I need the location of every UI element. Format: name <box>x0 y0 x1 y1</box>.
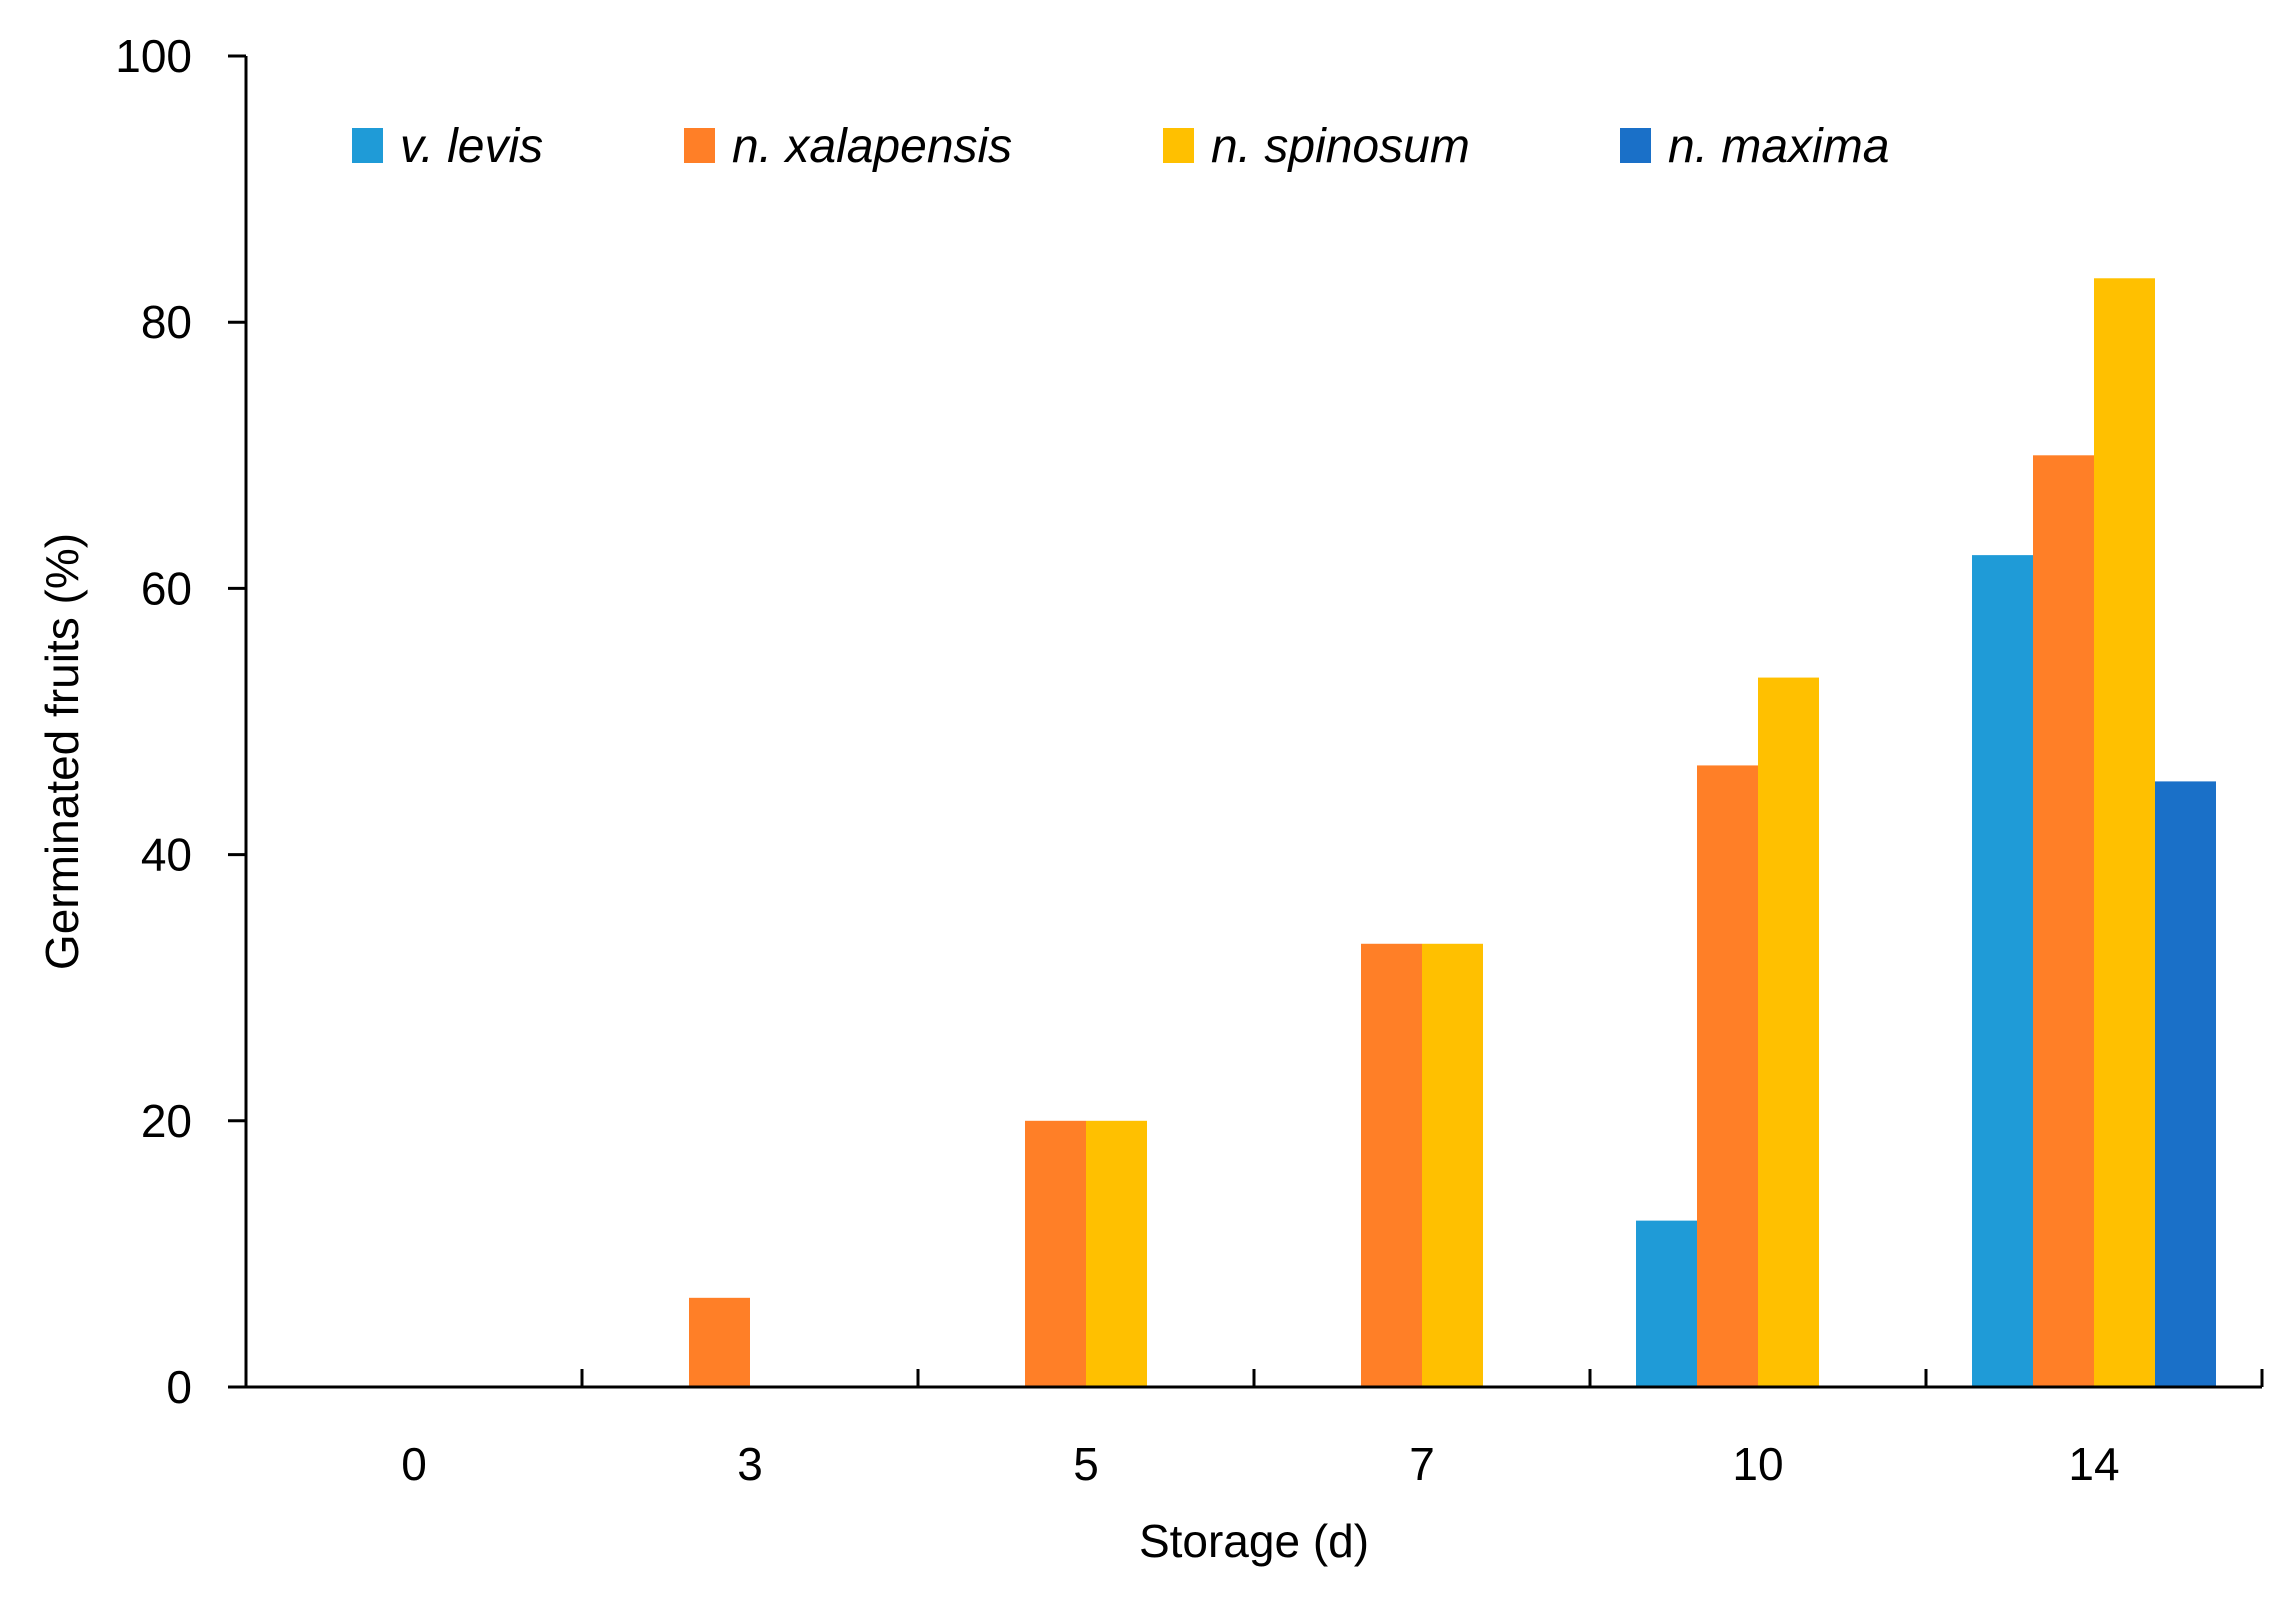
bar <box>1025 1120 1086 1387</box>
y-axis-title: Germinated fruits (%) <box>36 533 88 970</box>
x-tick-label: 3 <box>737 1438 763 1490</box>
axes-layer <box>244 56 2262 1389</box>
bar <box>1972 555 2033 1387</box>
x-axis-ticks: 0 3 5 7 10 14 <box>401 1369 2264 1490</box>
x-tick-label: 7 <box>1409 1438 1435 1490</box>
bar <box>1758 677 1819 1387</box>
bar <box>2155 781 2216 1387</box>
x-tick-label: 0 <box>401 1438 427 1490</box>
bar <box>689 1297 750 1387</box>
x-axis-title: Storage (d) <box>1139 1515 1369 1567</box>
bar <box>1697 765 1758 1387</box>
y-tick-label: 100 <box>115 30 192 82</box>
y-tick-label: 0 <box>166 1361 192 1413</box>
y-tick-label: 40 <box>141 829 192 881</box>
x-tick-label: 10 <box>1732 1438 1783 1490</box>
bar <box>1086 1120 1147 1387</box>
x-tick-label: 5 <box>1073 1438 1099 1490</box>
bar <box>2094 278 2155 1388</box>
bar <box>1361 943 1422 1387</box>
y-tick-label: 20 <box>141 1095 192 1147</box>
legend-swatch <box>684 128 715 163</box>
legend-label: n. spinosum <box>1211 120 1470 173</box>
legend-swatch <box>1163 128 1194 163</box>
legend-label: v. levis <box>400 120 543 173</box>
y-tick-label: 80 <box>141 296 192 348</box>
legend-swatch <box>1620 128 1651 163</box>
legend-label: n. xalapensis <box>732 120 1012 173</box>
bar <box>1422 943 1483 1387</box>
bar <box>2033 455 2094 1387</box>
y-axis-ticks: 0 20 40 60 80 100 <box>115 30 246 1413</box>
x-tick-label: 14 <box>2068 1438 2119 1490</box>
bar <box>1636 1220 1697 1387</box>
legend-swatch <box>352 128 383 163</box>
bars-layer <box>689 278 2216 1388</box>
legend: v. levis n. xalapensis n. spinosum n. maxim… <box>352 120 1889 173</box>
y-tick-label: 60 <box>141 562 192 614</box>
legend-label: n. maxima <box>1668 120 1889 173</box>
